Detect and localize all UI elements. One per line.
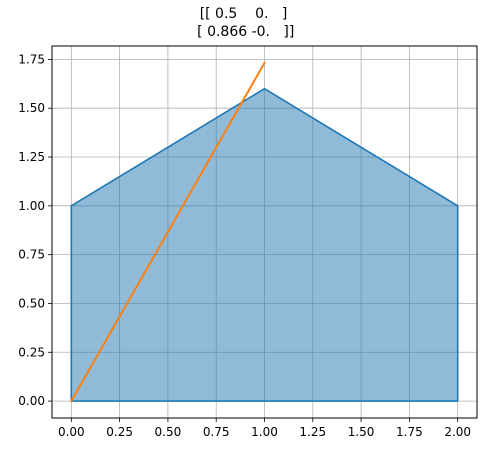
y-tick-label: 1.00 [18, 199, 45, 213]
y-tick-label: 1.75 [18, 52, 45, 66]
x-tick-label: 1.25 [299, 425, 326, 439]
y-tick-label: 0.75 [18, 248, 45, 262]
y-tick-label: 1.50 [18, 101, 45, 115]
x-tick-label: 1.50 [348, 425, 375, 439]
y-tick-label: 0.00 [18, 394, 45, 408]
shape-outline [70, 87, 459, 402]
x-tick-label: 1.00 [251, 425, 278, 439]
chart-title-line-2: [ 0.866 -0. ]] [192, 24, 295, 40]
x-tick-label: 0.75 [203, 425, 230, 439]
y-tick-label: 0.25 [18, 345, 45, 359]
chart-title-line-1: [[ 0.5 0. ] [199, 6, 288, 22]
y-tick-label: 0.50 [18, 296, 45, 310]
data-layer [70, 61, 459, 403]
x-tick-label: 0.25 [106, 425, 133, 439]
x-tick-label: 0.50 [155, 425, 182, 439]
shape-fill [71, 88, 458, 402]
tick-layer: 0.00 0.25 0.50 0.75 1.00 1.25 1.50 1.75 2.00 0.00… [18, 52, 471, 439]
x-tick-label: 1.75 [396, 425, 423, 439]
x-tick-label: 0.00 [58, 425, 85, 439]
transformed-vector-line [70, 61, 266, 403]
y-tick-label: 1.25 [18, 150, 45, 164]
x-tick-label: 2.00 [444, 425, 471, 439]
